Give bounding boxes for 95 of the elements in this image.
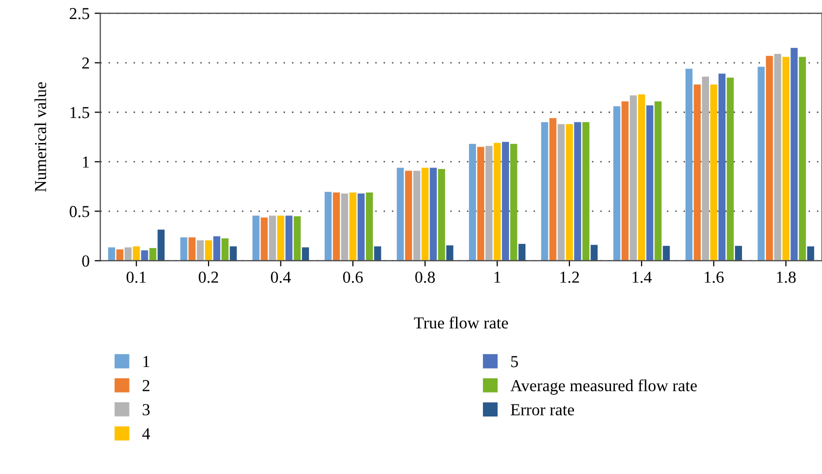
y-axis-title: Numerical value: [34, 82, 46, 192]
bar: [188, 237, 196, 261]
bar: [468, 144, 476, 261]
bar: [590, 244, 598, 261]
bar: [694, 84, 701, 261]
x-tick-label: 0.8: [415, 272, 435, 283]
bar: [396, 168, 404, 261]
bar: [502, 142, 509, 261]
bar: [477, 146, 484, 261]
bar: [124, 247, 132, 261]
bar: [485, 146, 492, 261]
bar: [252, 216, 260, 261]
bar: [518, 244, 526, 261]
x-tick-label: 0.2: [198, 272, 218, 283]
legend-label: 4: [142, 428, 150, 440]
bar: [132, 246, 140, 261]
y-tick-label: 2.5: [70, 8, 90, 20]
bar: [766, 56, 773, 261]
y-tick-label: 0: [82, 255, 90, 267]
bar: [158, 230, 165, 261]
bar: [108, 247, 116, 261]
bar: [294, 216, 301, 261]
legend-label: 5: [511, 356, 518, 368]
bar: [277, 216, 284, 261]
bar: [268, 216, 276, 261]
x-axis-title: True flow rate: [414, 316, 508, 329]
bar: [374, 246, 382, 261]
bar: [260, 218, 268, 261]
bar: [358, 194, 365, 261]
bar: [510, 144, 518, 261]
bar: [726, 78, 734, 261]
y-tick-label: 1.5: [70, 107, 90, 118]
bar: [638, 94, 646, 261]
legend-label: Average measured flow rate: [510, 379, 697, 395]
bar: [366, 192, 373, 261]
bar: [630, 95, 637, 261]
y-tick-label: 2: [82, 58, 89, 69]
y-tick-label: 0.5: [70, 206, 90, 218]
x-tick-label: 0.1: [126, 272, 146, 283]
bar: [230, 246, 237, 261]
y-tick-label: 1: [83, 156, 89, 168]
legend-label: 3: [142, 404, 150, 416]
legend-label: 1: [143, 356, 150, 368]
bar: [438, 169, 446, 261]
bar: [758, 66, 765, 261]
bar: [332, 192, 340, 261]
bar: [149, 248, 156, 261]
x-tick-label: 1.4: [632, 272, 652, 283]
x-tick-label: 1.8: [776, 272, 796, 283]
bar: [734, 246, 742, 261]
bar: [718, 74, 726, 261]
bar: [798, 56, 806, 261]
bar: [222, 238, 229, 261]
bar: [774, 54, 782, 261]
bar: [582, 122, 590, 261]
legend-label: 2: [142, 380, 150, 392]
bar: [324, 192, 332, 261]
bar: [141, 250, 148, 261]
bar: [413, 170, 420, 261]
bar: [549, 118, 556, 261]
x-tick-label: 1: [494, 272, 500, 283]
bar: [702, 76, 709, 261]
x-tick-label: 0.6: [343, 272, 363, 283]
bar: [541, 122, 548, 261]
x-tick-label: 0.4: [270, 272, 291, 283]
bar: [558, 124, 565, 261]
bar: [422, 168, 429, 261]
bar: [710, 84, 718, 261]
bar: [446, 245, 454, 261]
bar: [285, 216, 292, 261]
legend-label: Error rate: [510, 404, 574, 416]
bar: [790, 48, 798, 261]
x-tick-label: 1.6: [704, 272, 724, 283]
bar: [574, 122, 582, 261]
bar: [349, 192, 356, 261]
bar: [180, 237, 188, 261]
bar: [646, 105, 654, 261]
bar: [116, 249, 124, 261]
bar: [494, 142, 501, 261]
bar: [213, 236, 220, 261]
bar: [405, 170, 412, 261]
bar: [566, 124, 573, 261]
bar: [622, 101, 629, 261]
bar: [807, 246, 814, 261]
x-tick-label: 1.2: [560, 272, 579, 283]
bar: [613, 106, 620, 261]
bar: [341, 194, 348, 261]
bar: [302, 247, 309, 261]
bar: [782, 56, 790, 261]
bar: [196, 240, 204, 261]
bar: [685, 68, 693, 261]
bar: [430, 168, 437, 261]
bar: [654, 101, 662, 261]
bar: [662, 246, 670, 261]
bar: [205, 240, 212, 261]
